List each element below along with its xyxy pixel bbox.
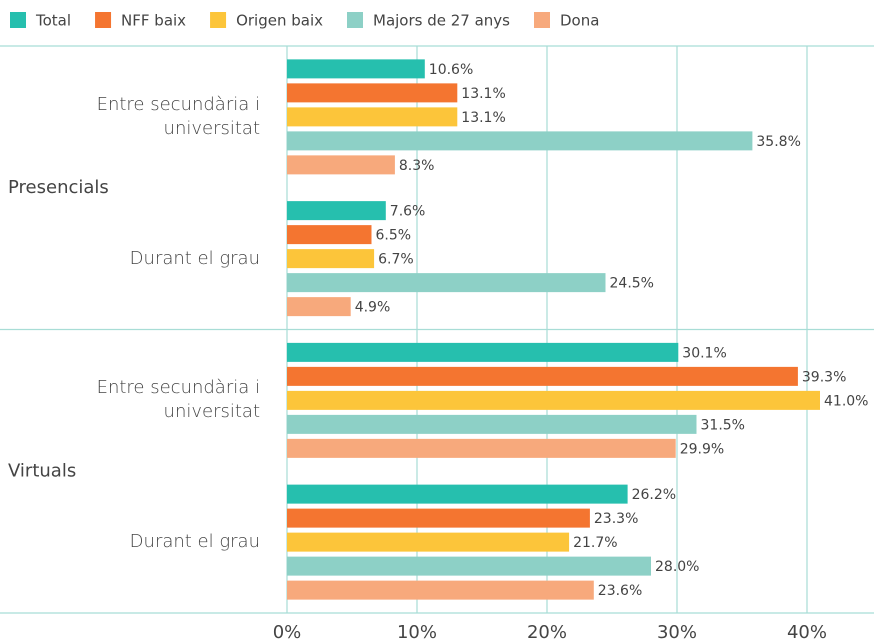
x-tick-label: 10% <box>397 622 437 643</box>
value-label: 26.2% <box>632 487 676 503</box>
legend-swatch <box>534 12 550 28</box>
bar <box>287 484 628 504</box>
bar <box>287 273 606 293</box>
value-label: 23.6% <box>598 583 642 599</box>
bar <box>287 107 458 127</box>
bar <box>287 59 425 79</box>
x-tick-label: 20% <box>527 622 567 643</box>
category-label: Durant el grau <box>129 247 260 269</box>
value-label: 10.6% <box>429 62 473 78</box>
bar <box>287 342 679 362</box>
bar <box>287 249 375 269</box>
legend-swatch <box>347 12 363 28</box>
x-tick-label: 30% <box>657 622 697 643</box>
value-label: 35.8% <box>756 134 800 150</box>
value-label: 21.7% <box>573 535 617 551</box>
legend-label: NFF baix <box>121 12 186 30</box>
legend-swatch <box>210 12 227 28</box>
value-label: 31.5% <box>701 417 745 433</box>
value-label: 23.3% <box>594 511 638 527</box>
bar <box>287 414 697 434</box>
bar <box>287 438 676 458</box>
legend-label: Dona <box>560 12 599 30</box>
bar <box>287 155 395 175</box>
bar <box>287 83 458 103</box>
bar <box>287 201 386 221</box>
bar <box>287 366 798 386</box>
value-label: 39.3% <box>802 369 846 385</box>
group-label: Virtuals <box>8 460 76 481</box>
x-tick-label: 0% <box>273 622 302 643</box>
legend-label: Majors de 27 anys <box>373 12 510 30</box>
bar <box>287 390 820 410</box>
bar <box>287 131 753 151</box>
category-label: Entre secundària i universitat <box>96 377 260 423</box>
legend-label: Total <box>35 12 71 30</box>
category-label: Entre secundària i universitat <box>96 93 260 139</box>
category-label: Durant el grau <box>129 531 260 553</box>
bar <box>287 556 651 576</box>
value-label: 13.1% <box>461 110 505 126</box>
legend-label: Origen baix <box>236 12 323 30</box>
value-label: 30.1% <box>682 345 726 361</box>
value-label: 6.7% <box>378 252 414 268</box>
value-label: 41.0% <box>824 393 868 409</box>
legend-swatch <box>10 12 26 28</box>
bar <box>287 532 570 552</box>
value-label: 6.5% <box>376 228 412 244</box>
value-label: 13.1% <box>461 86 505 102</box>
bar <box>287 580 594 600</box>
bar <box>287 297 351 317</box>
value-label: 29.9% <box>680 441 724 457</box>
value-label: 7.6% <box>390 204 426 220</box>
value-label: 8.3% <box>399 158 435 174</box>
legend-swatch <box>95 12 112 28</box>
bar <box>287 508 590 528</box>
group-label: Presencials <box>8 177 109 198</box>
value-label: 28.0% <box>655 559 699 575</box>
bar <box>287 225 372 245</box>
x-tick-label: 40% <box>787 622 827 643</box>
value-label: 4.9% <box>355 300 391 316</box>
value-label: 24.5% <box>610 276 654 292</box>
